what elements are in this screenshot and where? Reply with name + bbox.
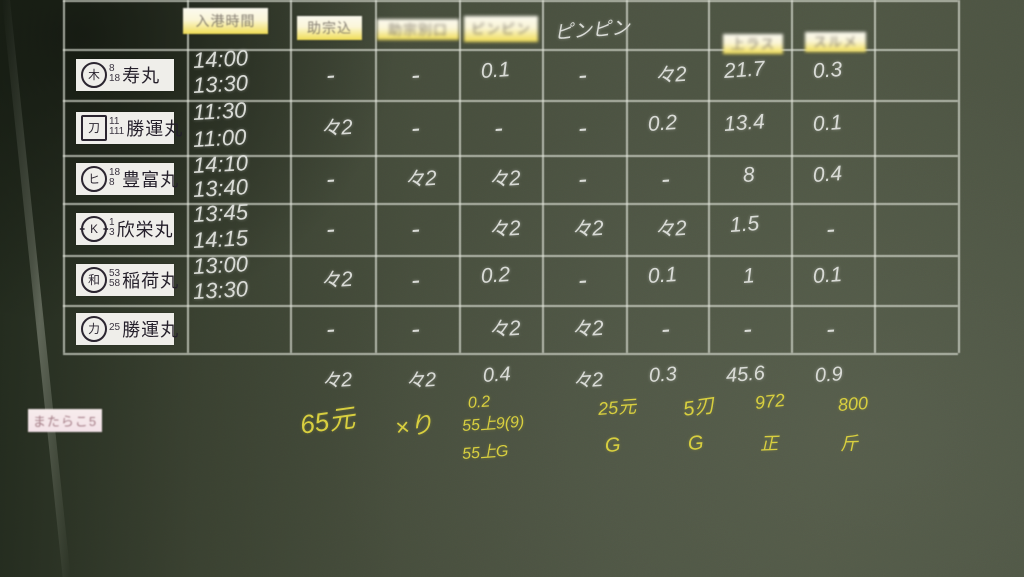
svg-text:K: K	[90, 223, 98, 236]
svg-text:刀: 刀	[88, 121, 100, 134]
svg-text:木: 木	[88, 68, 100, 81]
svg-text:ヒ: ヒ	[88, 173, 100, 186]
svg-text:和: 和	[88, 274, 100, 287]
svg-text:力: 力	[88, 323, 100, 336]
